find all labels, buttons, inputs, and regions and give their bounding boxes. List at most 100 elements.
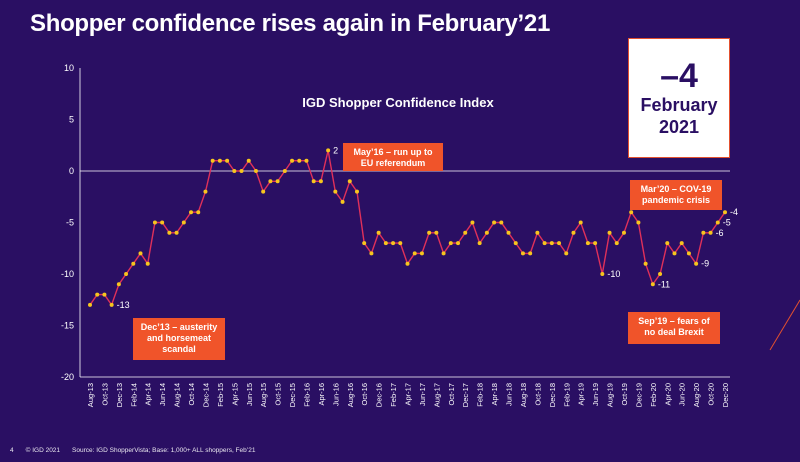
data-point xyxy=(88,302,92,307)
data-point xyxy=(419,251,424,256)
series-line xyxy=(89,150,726,307)
x-tick-label: Jun-17 xyxy=(418,383,427,406)
x-tick-label: Dec-17 xyxy=(461,383,470,407)
data-point xyxy=(492,220,497,225)
x-tick-label: Jun-15 xyxy=(245,383,254,406)
x-tick-label: Oct-14 xyxy=(187,383,196,406)
x-tick-label: Aug-16 xyxy=(346,383,355,407)
x-tick-label: Oct-13 xyxy=(100,383,109,406)
y-tick-label: -5 xyxy=(66,218,74,228)
data-point xyxy=(109,302,114,307)
x-tick-label: Dec-19 xyxy=(634,383,643,407)
x-tick-label: Apr-14 xyxy=(144,383,153,406)
data-point xyxy=(600,272,605,276)
y-tick-label: -15 xyxy=(61,321,74,331)
data-point xyxy=(650,282,655,287)
data-point xyxy=(152,220,157,225)
x-tick-label: Oct-16 xyxy=(360,383,369,406)
x-tick-label: Oct-20 xyxy=(707,383,716,406)
data-point xyxy=(138,251,143,256)
data-point xyxy=(246,158,251,163)
x-tick-label: Dec-16 xyxy=(375,383,384,407)
x-tick-label: Dec-15 xyxy=(288,383,297,407)
data-point xyxy=(405,261,410,266)
x-tick-label: Feb-17 xyxy=(389,383,398,407)
x-tick-label: Feb-18 xyxy=(476,383,485,407)
highlight-value: –4 xyxy=(660,57,698,95)
data-point xyxy=(528,251,533,256)
y-tick-label: 5 xyxy=(69,115,74,125)
data-label: -13 xyxy=(117,300,130,310)
data-point xyxy=(621,230,626,235)
x-tick-label: Oct-15 xyxy=(274,383,283,406)
data-point xyxy=(549,241,554,246)
data-point xyxy=(607,230,612,235)
data-point xyxy=(181,220,186,225)
data-label: -11 xyxy=(658,279,670,289)
data-point xyxy=(232,169,237,173)
data-point xyxy=(333,189,338,194)
data-point xyxy=(189,210,194,215)
data-point xyxy=(268,179,273,184)
annotation-mar20: Mar’20 – COV-19 pandemic crisis xyxy=(630,180,722,210)
data-point xyxy=(347,179,352,184)
x-tick-label: Feb-14 xyxy=(129,383,138,407)
data-point xyxy=(593,241,598,246)
data-point xyxy=(571,230,576,235)
data-point xyxy=(253,169,258,173)
chart-title: IGD Shopper Confidence Index xyxy=(302,95,494,110)
data-point xyxy=(124,272,129,276)
x-tick-label: Aug-13 xyxy=(86,383,95,407)
data-point xyxy=(723,210,727,215)
page-number: 4 xyxy=(10,447,14,454)
data-point xyxy=(701,230,706,235)
copyright: © IGD 2021 xyxy=(25,447,61,454)
data-point xyxy=(145,261,150,266)
data-point xyxy=(362,241,367,246)
highlight-year: 2021 xyxy=(658,117,700,137)
y-tick-label: -10 xyxy=(61,269,74,279)
x-tick-label: Aug-14 xyxy=(173,383,182,407)
x-tick-label: Feb-20 xyxy=(649,383,658,407)
x-tick-label: Feb-16 xyxy=(302,383,311,407)
data-point xyxy=(261,189,266,194)
data-point xyxy=(434,230,439,235)
x-tick-label: Apr-16 xyxy=(317,383,326,406)
x-tick-label: Aug-19 xyxy=(606,383,615,407)
data-point xyxy=(174,230,179,235)
x-tick-label: Apr-15 xyxy=(230,383,239,406)
x-tick-label: Apr-17 xyxy=(404,383,413,406)
data-point xyxy=(441,251,446,256)
data-point xyxy=(470,220,475,225)
data-point xyxy=(484,230,489,235)
data-label: -9 xyxy=(701,259,709,269)
data-point xyxy=(326,148,331,153)
data-point xyxy=(398,241,403,246)
data-point xyxy=(369,251,374,256)
data-point xyxy=(95,292,100,297)
data-point xyxy=(679,241,684,246)
y-tick-label: -20 xyxy=(61,372,74,382)
data-point xyxy=(513,241,518,246)
data-point xyxy=(427,230,432,235)
annotation-dec13: Dec’13 – austerity and horsemeat scandal xyxy=(133,318,225,360)
x-tick-label: Jun-16 xyxy=(331,383,340,406)
data-label: -6 xyxy=(716,228,724,238)
x-tick-label: Apr-19 xyxy=(577,383,586,406)
data-point xyxy=(643,261,648,266)
data-point xyxy=(542,241,547,246)
data-point xyxy=(297,158,302,163)
data-point xyxy=(116,282,121,287)
data-point xyxy=(506,230,511,235)
data-point xyxy=(636,220,641,225)
x-tick-label: Oct-19 xyxy=(620,383,629,406)
x-tick-label: Jun-14 xyxy=(158,383,167,406)
data-point xyxy=(564,251,569,256)
x-tick-label: Feb-19 xyxy=(562,383,571,407)
data-point xyxy=(354,189,359,194)
x-tick-label: Feb-15 xyxy=(216,383,225,407)
x-tick-label: Jun-18 xyxy=(505,383,514,406)
annotation-sep19: Sep’19 – fears of no deal Brexit xyxy=(628,312,720,344)
x-tick-label: Aug-17 xyxy=(432,383,441,407)
data-point xyxy=(535,230,540,235)
